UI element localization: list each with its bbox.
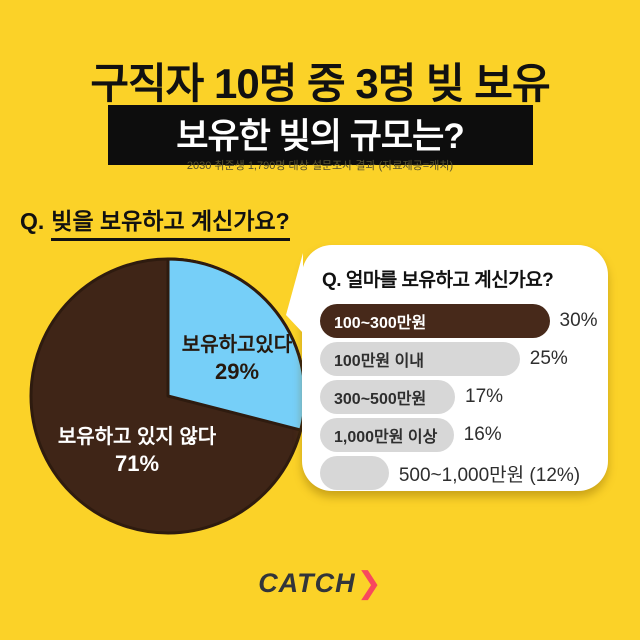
bar-pct: 16% <box>463 424 502 445</box>
catch-logo-arrow-icon: ❯ <box>356 567 382 600</box>
bar-label: 100만원 이내 <box>334 353 425 370</box>
bar-over-1000: 1,000만원 이상 <box>320 418 454 452</box>
bar-500-1000 <box>320 456 389 490</box>
pie-label-no: 보유하고 있지 않다 71% <box>37 425 237 478</box>
bar-label: 300~500만원 <box>334 391 427 408</box>
bar-label: 1,000만원 이상 <box>334 429 438 446</box>
band-title: 보유한 빚의 규모는? <box>107 105 533 165</box>
bar-pct: 30% <box>559 310 598 331</box>
bar-under-100: 100만원 이내 <box>320 342 520 376</box>
catch-logo: CATCH❯ <box>0 566 640 601</box>
bar-row: 300~500만원 17% <box>320 380 590 414</box>
bar-100-300: 100~300만원 <box>320 304 550 338</box>
pie-label-yes-pct: 29% <box>214 359 260 384</box>
bar-label: 100~300만원 <box>334 315 427 332</box>
band-title-wrap: 보유한 빚의 규모는? <box>0 105 640 165</box>
pie-label-no-pct: 71% <box>114 451 160 476</box>
catch-logo-text: CATCH <box>258 568 356 598</box>
bar-pct: 17% <box>465 386 504 407</box>
pie-question: Q. 빚을 보유하고 계신가요? <box>20 202 290 241</box>
pie-chart <box>29 257 307 535</box>
bar-outside-label: 500~1,000만원 (12%) <box>398 464 581 486</box>
panel-tail <box>286 253 303 333</box>
survey-source-subtitle: 2030 취준생 1,790명 대상 설문조사 결과 (자료제공=캐치) <box>186 160 454 172</box>
bar-row: 100~300만원 30% <box>320 304 598 338</box>
bar-row: 1,000만원 이상 16% <box>320 418 590 452</box>
panel-question: Q. 얼마를 보유하고 계신가요? <box>322 270 554 291</box>
bar-300-500: 300~500만원 <box>320 380 455 414</box>
bar-row: 100만원 이내 25% <box>320 342 590 376</box>
bar-pct: 25% <box>529 348 568 369</box>
pie-question-prefix: Q. <box>20 208 45 234</box>
pie-label-yes-text: 보유하고있다 <box>181 334 293 356</box>
pie-question-text: 빚을 보유하고 계신가요? <box>51 208 290 241</box>
bar-row: 500~1,000만원 (12%) <box>320 456 590 490</box>
bar-chart-panel: Q. 얼마를 보유하고 계신가요? 100~300만원 30% 100만원 이내… <box>286 245 608 491</box>
pie-label-yes: 보유하고있다 29% <box>177 333 297 386</box>
pie-label-no-text: 보유하고 있지 않다 <box>57 426 217 448</box>
main-title: 구직자 10명 중 3명 빚 보유 <box>90 60 550 107</box>
